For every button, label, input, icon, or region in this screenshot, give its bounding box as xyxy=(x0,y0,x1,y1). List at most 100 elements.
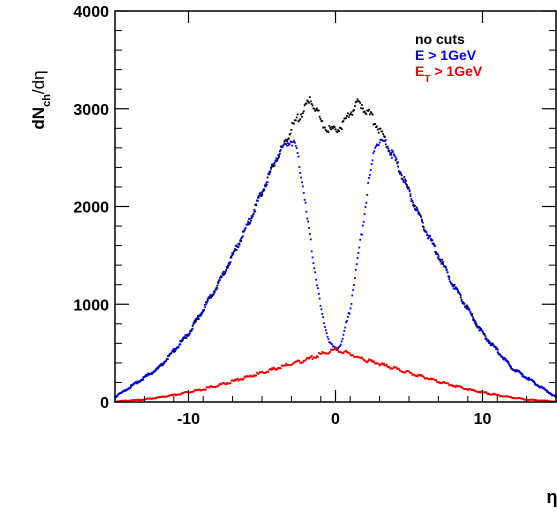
series-point xyxy=(510,366,512,368)
series-point xyxy=(456,288,459,291)
series-point xyxy=(244,376,247,379)
series-point xyxy=(267,371,270,373)
series-point xyxy=(496,348,499,351)
series-point xyxy=(399,172,402,174)
series-point xyxy=(286,144,288,147)
series-point xyxy=(381,362,384,365)
series-point xyxy=(401,178,404,180)
series-point xyxy=(487,340,489,343)
series-point xyxy=(189,332,191,335)
series-point xyxy=(324,126,326,129)
series-point xyxy=(318,297,321,300)
series-point xyxy=(307,100,310,103)
series-point xyxy=(293,139,295,142)
series-point xyxy=(237,246,240,249)
series-point xyxy=(436,252,438,255)
series-point xyxy=(383,140,386,142)
series-point xyxy=(291,144,294,147)
series-point xyxy=(381,138,384,141)
series-point xyxy=(185,334,188,336)
series-point xyxy=(154,369,157,372)
series-point xyxy=(264,185,267,188)
series-point xyxy=(296,113,299,116)
series-0 xyxy=(114,96,557,399)
y-axis-label-main: dN xyxy=(29,107,48,130)
series-point xyxy=(310,250,313,253)
series-point xyxy=(371,113,374,116)
series-point xyxy=(322,316,325,319)
series-point xyxy=(404,371,407,374)
series-point xyxy=(337,129,340,131)
series-point xyxy=(342,352,345,354)
series-point xyxy=(298,166,301,168)
data-marks xyxy=(114,96,557,403)
series-point xyxy=(174,350,176,353)
series-point xyxy=(208,386,211,389)
series-point xyxy=(464,305,467,308)
series-point xyxy=(331,125,333,128)
series-point xyxy=(277,157,280,160)
series-point xyxy=(405,179,407,182)
series-point xyxy=(413,373,415,376)
series-point xyxy=(349,307,352,310)
series-point xyxy=(264,183,267,186)
series-point xyxy=(205,301,208,304)
series-point xyxy=(367,182,370,184)
series-point xyxy=(173,347,175,350)
series-point xyxy=(316,284,318,287)
series-point xyxy=(506,360,509,363)
y-tick-label: 2000 xyxy=(73,200,109,217)
series-point xyxy=(340,340,343,343)
series-point xyxy=(320,352,323,355)
series-point xyxy=(308,226,310,229)
series-point xyxy=(446,271,449,274)
series-point xyxy=(263,189,265,192)
series-point xyxy=(204,303,207,306)
series-point xyxy=(383,362,385,365)
series-point xyxy=(234,379,237,382)
series-point xyxy=(306,99,309,102)
series-point xyxy=(316,287,319,290)
series-point xyxy=(496,347,498,350)
series-point xyxy=(361,104,363,106)
series-point xyxy=(220,275,223,278)
legend-entry: ET > 1GeV xyxy=(415,63,483,85)
series-point xyxy=(306,217,309,220)
series-point xyxy=(279,150,281,152)
series-point xyxy=(217,281,220,284)
series-point xyxy=(287,144,290,147)
series-point xyxy=(341,337,344,340)
series-point xyxy=(254,210,257,213)
series-point xyxy=(354,105,356,107)
series-point xyxy=(298,360,301,362)
series-point xyxy=(427,237,430,240)
series-point xyxy=(310,354,313,357)
series-point xyxy=(303,198,306,201)
series-point xyxy=(298,119,301,122)
series-point xyxy=(271,368,274,371)
series-point xyxy=(264,184,266,187)
series-point xyxy=(460,299,463,302)
series-point xyxy=(315,356,317,359)
series-point xyxy=(419,214,422,217)
series-point xyxy=(194,321,197,323)
series-point xyxy=(260,195,263,197)
series-point xyxy=(355,263,358,266)
series-point xyxy=(316,107,318,110)
series-point xyxy=(290,141,293,143)
series-point xyxy=(313,107,316,110)
series-point xyxy=(510,395,512,398)
series-point xyxy=(503,358,505,361)
series-point xyxy=(387,147,390,150)
series-point xyxy=(339,345,341,348)
series-point xyxy=(378,141,381,144)
series-point xyxy=(248,217,250,220)
series-point xyxy=(251,215,254,218)
series-point xyxy=(365,113,368,116)
series-point xyxy=(371,159,374,162)
series-point xyxy=(288,143,291,145)
series-point xyxy=(373,150,376,153)
series-point xyxy=(379,127,382,130)
